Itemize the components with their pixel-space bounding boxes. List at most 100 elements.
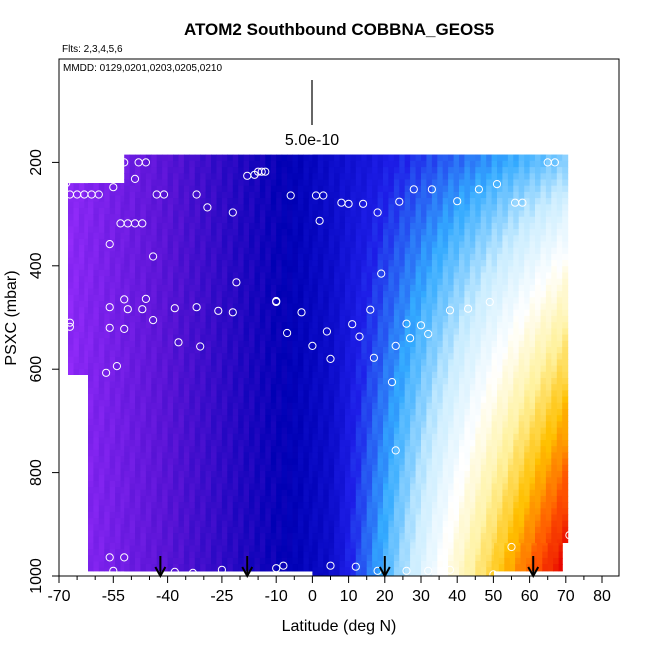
field-cell — [124, 390, 131, 398]
field-cell — [124, 495, 131, 503]
field-cell — [109, 561, 116, 569]
field-cell — [73, 276, 80, 283]
field-cell — [88, 356, 94, 364]
field-cell — [145, 409, 152, 416]
field-cell — [93, 214, 100, 221]
field-cell — [115, 518, 122, 525]
field-cell — [88, 511, 94, 519]
field-cell — [145, 402, 152, 410]
field-cell — [145, 167, 152, 174]
field-cell — [120, 381, 127, 389]
field-cell — [88, 387, 94, 395]
field-cell — [162, 266, 169, 274]
field-cell — [156, 471, 163, 478]
field-cell — [115, 493, 122, 501]
field-cell — [156, 371, 163, 379]
field-cell — [145, 446, 152, 453]
field-cell — [145, 334, 152, 342]
field-cell — [173, 483, 179, 491]
field-cell — [145, 564, 152, 571]
field-cell — [104, 195, 111, 203]
field-cell — [167, 396, 174, 404]
field-cell — [109, 288, 116, 296]
field-cell — [167, 291, 174, 298]
field-cell — [124, 340, 131, 348]
field-cell — [104, 437, 111, 445]
field-cell — [129, 266, 136, 274]
field-cell — [173, 433, 179, 441]
field-cell — [167, 353, 174, 360]
field-cell — [124, 545, 131, 553]
field-cell — [167, 514, 174, 522]
field-cell — [129, 322, 136, 329]
field-cell — [93, 567, 100, 572]
field-cell — [104, 443, 111, 451]
field-cell — [84, 207, 91, 215]
field-cell — [129, 334, 136, 342]
field-cell — [98, 549, 105, 556]
field-cell — [129, 390, 136, 398]
field-cell — [93, 449, 100, 457]
field-cell — [120, 207, 127, 215]
field-cell — [88, 257, 94, 265]
field-cell — [167, 347, 174, 354]
field-cell — [98, 480, 105, 488]
field-cell — [167, 421, 174, 429]
field-cell — [129, 154, 136, 162]
field-cell — [178, 260, 185, 267]
field-cell — [140, 340, 147, 348]
field-cell — [129, 378, 136, 385]
field-cell — [73, 319, 80, 327]
field-cell — [115, 226, 122, 234]
field-cell — [151, 272, 158, 280]
field-cell — [140, 539, 147, 547]
field-cell — [173, 477, 179, 485]
field-cell — [178, 154, 185, 162]
field-cell — [124, 222, 131, 230]
field-cell — [88, 276, 94, 283]
field-cell — [120, 238, 127, 246]
field-cell — [140, 489, 147, 497]
field-cell — [109, 307, 116, 314]
field-cell — [129, 520, 136, 528]
field-cell — [162, 433, 169, 441]
field-cell — [68, 294, 74, 302]
field-cell — [162, 272, 169, 280]
field-cell — [135, 557, 141, 565]
field-cell — [162, 247, 169, 255]
field-cell — [135, 514, 141, 522]
field-cell — [98, 511, 105, 519]
field-cell — [104, 418, 111, 426]
field-cell — [120, 363, 127, 370]
field-cell — [68, 288, 74, 296]
field-cell — [178, 291, 185, 298]
field-cell — [68, 263, 74, 271]
field-cell — [156, 384, 163, 391]
field-cell — [151, 477, 158, 485]
field-cell — [73, 356, 80, 364]
field-cell — [173, 446, 179, 453]
field-cell — [124, 396, 131, 404]
field-cell — [145, 533, 152, 540]
field-cell — [151, 328, 158, 336]
field-cell — [173, 508, 179, 516]
field-cell — [156, 415, 163, 422]
field-cell — [115, 394, 122, 401]
field-cell — [104, 319, 111, 327]
field-cell — [98, 418, 105, 426]
field-cell — [120, 449, 127, 457]
field-cell — [78, 369, 85, 375]
field-cell — [145, 266, 152, 274]
field-cell — [104, 400, 111, 407]
field-cell — [167, 173, 174, 181]
field-cell — [145, 154, 152, 162]
field-cell — [120, 214, 127, 221]
field-cell — [140, 322, 147, 329]
field-cell — [145, 241, 152, 249]
field-cell — [88, 561, 94, 569]
field-cell — [115, 474, 122, 482]
field-cell — [167, 260, 174, 267]
field-cell — [109, 257, 116, 265]
field-cell — [145, 347, 152, 354]
